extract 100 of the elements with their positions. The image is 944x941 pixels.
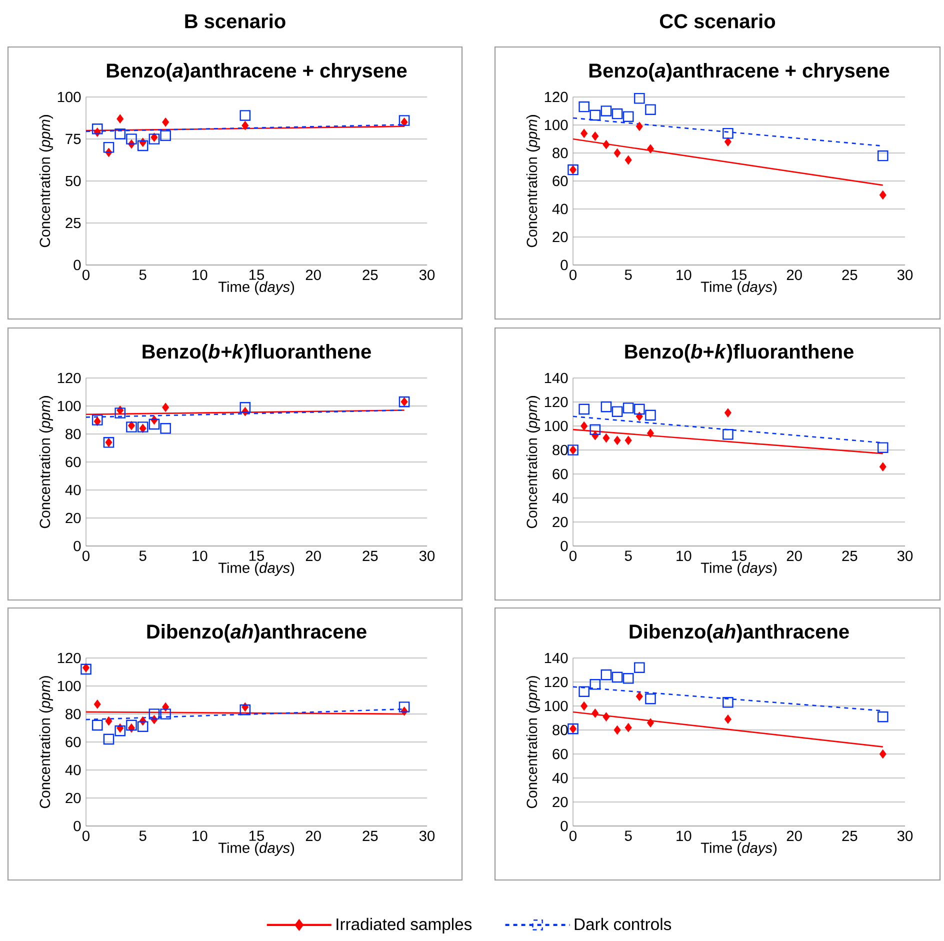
point: [240, 110, 251, 121]
point: [592, 132, 599, 141]
y-tick-label: 40: [552, 772, 568, 784]
x-tick-label: 10: [192, 270, 208, 280]
point: [162, 118, 170, 127]
x-tick-label: 20: [306, 830, 321, 842]
point: [602, 140, 610, 150]
point: [602, 712, 610, 722]
x-tick-label: 5: [139, 270, 146, 280]
y-tick-label: 140: [544, 372, 568, 384]
point: [636, 692, 643, 701]
y-tick-label: 80: [66, 708, 81, 720]
point: [240, 704, 251, 716]
y-tick-label: 120: [544, 92, 568, 102]
point: [105, 716, 112, 726]
point: [94, 700, 101, 709]
point: [103, 142, 114, 153]
x-axis-title: Time (days): [218, 842, 294, 856]
x-tick-label: 20: [786, 550, 802, 562]
point: [645, 410, 656, 421]
y-tick-label: 80: [66, 428, 81, 440]
y-tick-label: 0: [560, 820, 568, 832]
point: [592, 708, 599, 718]
y-tick-label: 40: [552, 204, 568, 214]
y-tick-label: 140: [544, 652, 568, 664]
x-tick-label: 15: [249, 830, 264, 841]
x-tick-label: 30: [897, 270, 913, 280]
x-tick-label: 25: [362, 270, 378, 280]
point: [580, 421, 588, 431]
x-tick-label: 25: [362, 550, 378, 562]
point: [879, 749, 886, 759]
point: [126, 720, 137, 731]
point: [600, 106, 612, 116]
point: [722, 428, 734, 440]
point: [114, 128, 126, 140]
y-tick-label: 60: [66, 456, 81, 468]
y-tick-label: 100: [58, 92, 81, 102]
point: [636, 122, 643, 131]
point: [590, 110, 601, 121]
point: [722, 128, 734, 139]
point: [624, 155, 632, 165]
x-tick-label: 0: [82, 830, 90, 842]
point: [160, 130, 171, 142]
x-tick-label: 5: [139, 550, 146, 561]
point: [877, 442, 888, 453]
point: [877, 150, 888, 162]
x-tick-label: 25: [842, 830, 858, 842]
point: [578, 101, 590, 112]
chart-title: Benzo(a)anthracene + chrysene: [106, 62, 407, 82]
x-axis-title: Time (days): [700, 562, 777, 576]
point: [879, 190, 886, 200]
x-tick-label: 30: [897, 550, 913, 562]
x-tick-label: 25: [842, 550, 858, 562]
point: [116, 114, 124, 124]
y-tick-label: 40: [65, 764, 81, 776]
point: [877, 711, 888, 722]
chart-title: Dibenzo(ah)anthracene: [630, 624, 849, 643]
point: [602, 433, 610, 443]
x-tick-label: 15: [732, 550, 747, 561]
y-tick-label: 100: [58, 680, 81, 692]
x-tick-label: 30: [897, 830, 913, 842]
point: [614, 725, 621, 735]
y-tick-label: 120: [58, 652, 81, 664]
y-tick-label: 60: [552, 468, 568, 480]
point: [114, 408, 126, 418]
y-tick-label: 75: [66, 134, 81, 144]
y-tick-label: 120: [544, 396, 568, 408]
point: [724, 714, 732, 724]
point: [160, 708, 171, 720]
point: [647, 144, 654, 154]
point: [645, 693, 656, 704]
y-tick-label: 60: [66, 736, 81, 748]
point: [645, 104, 656, 115]
point: [150, 132, 158, 142]
point: [634, 662, 645, 673]
point: [614, 148, 621, 158]
point: [590, 424, 601, 435]
point: [242, 121, 249, 130]
x-tick-label: 15: [732, 270, 747, 280]
point: [92, 124, 103, 134]
point: [137, 721, 148, 732]
x-axis-title: Time (days): [700, 281, 777, 295]
y-tick-label: 100: [544, 420, 568, 432]
y-tick-label: 100: [544, 700, 568, 712]
x-tick-label: 0: [82, 550, 90, 562]
point: [92, 720, 103, 731]
point: [590, 678, 601, 690]
x-axis-title: Time (days): [218, 562, 294, 576]
point: [578, 404, 590, 415]
point: [622, 673, 634, 684]
y-tick-label: 80: [552, 148, 568, 158]
y-tick-label: 20: [552, 796, 568, 808]
point: [600, 401, 612, 412]
point: [647, 428, 654, 438]
legend-label: Dark controls: [574, 918, 672, 930]
chart-title: Benzo(b+k)fluoranthene: [625, 344, 854, 363]
point: [622, 111, 634, 122]
y-tick-label: 0: [560, 540, 568, 552]
point: [126, 134, 137, 144]
point: [580, 128, 588, 138]
